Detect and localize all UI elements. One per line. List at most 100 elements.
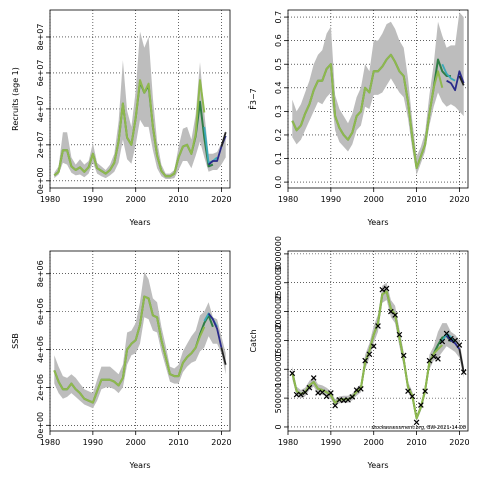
confidence-band — [54, 31, 226, 179]
x-axis-title: Years — [366, 218, 388, 227]
observed-catch-marker — [302, 389, 308, 396]
observed-catch-marker — [396, 331, 403, 338]
y-tick-label: 4e+07 — [36, 95, 45, 122]
y-tick-label: 0.7 — [274, 11, 283, 24]
x-tick-label: 2010 — [168, 195, 188, 204]
x-tick-label: 1990 — [83, 195, 103, 204]
x-tick-label: 1990 — [83, 438, 103, 447]
observed-catch-marker — [430, 353, 437, 360]
x-tick-label: 1990 — [321, 195, 341, 204]
observed-catch-marker — [418, 402, 424, 408]
observed-catch-marker — [383, 285, 390, 292]
x-axis-title: Years — [128, 218, 150, 227]
observed-catch-marker — [392, 312, 398, 318]
y-tick-label: 500000 — [274, 383, 283, 414]
y-tick-label: 1000000 — [274, 351, 283, 387]
y-tick-label: 8e+06 — [36, 260, 45, 287]
y-tick-label: 4e+06 — [36, 336, 45, 363]
x-tick-label: 2010 — [168, 438, 188, 447]
x-tick-label: 2000 — [126, 438, 146, 447]
y-tick-label: 6e+06 — [36, 298, 45, 325]
x-tick-label: 2020 — [211, 195, 231, 204]
observed-catch-marker — [353, 387, 360, 393]
observed-catch-marker — [379, 286, 386, 293]
y-axis-title: F̄3−7 — [248, 88, 258, 109]
y-tick-label: 0e+00 — [36, 167, 45, 194]
observed-catch-marker — [405, 388, 411, 395]
ssb-panel: 1980 1990 2000 2010 2020 0e+00 2e+06 4e+06 6e+06… — [11, 250, 232, 470]
observed-catch-marker — [293, 391, 300, 398]
series-line-1 — [53, 79, 206, 178]
y-tick-label: 0.0 — [274, 176, 283, 189]
plot-frame — [49, 250, 231, 432]
y-tick-label: 2000000 — [274, 294, 283, 330]
y-axis-title: SSB — [11, 333, 20, 349]
series-line-2 — [441, 63, 456, 82]
series-line-1 — [291, 290, 443, 420]
observed-catch-marker — [439, 338, 446, 345]
x-axis-title: Years — [366, 461, 388, 470]
observed-catch-marker — [349, 394, 356, 400]
x-tick-label: 1990 — [321, 438, 341, 447]
catch-panel: 1980 1990 2000 2010 2020 0 5000001000000150000… — [249, 236, 470, 470]
series-line-1 — [53, 295, 206, 404]
fbar-panel: 1980 1990 2000 2010 2020 0.0 0.1 0.2 0.3 0.4 0.5 0.… — [248, 9, 470, 227]
observed-catch-marker — [345, 397, 351, 403]
y-tick-label: 0.2 — [274, 129, 283, 142]
observed-catch-marker — [413, 419, 420, 426]
y-tick-label: 0e+00 — [36, 412, 45, 439]
observed-catch-marker — [315, 390, 321, 396]
observed-catch-marker — [435, 356, 441, 362]
y-tick-label: 2e+07 — [36, 131, 45, 158]
plot-frame — [49, 9, 231, 189]
observed-catch-marker — [289, 370, 296, 377]
confidence-band — [292, 12, 464, 176]
series-line-1 — [291, 53, 444, 169]
observed-catch-marker — [456, 342, 463, 348]
x-tick-label: 2020 — [449, 438, 469, 447]
observed-catch-marker — [362, 357, 368, 364]
observed-catch-marker — [336, 397, 343, 403]
observed-catch-marker — [298, 391, 304, 398]
x-tick-label: 2000 — [126, 195, 146, 204]
confidence-band — [292, 282, 464, 422]
observed-catch-marker — [306, 384, 313, 391]
y-axis-title: Recruits (age 1) — [11, 67, 20, 131]
x-tick-label: 2010 — [406, 195, 426, 204]
series-line-4 — [220, 347, 227, 365]
y-tick-label: 3000000 — [274, 236, 283, 272]
series-line-4 — [458, 75, 465, 86]
observed-catch-marker — [366, 351, 373, 358]
observed-catch-marker — [370, 343, 377, 350]
series-line-4 — [458, 348, 465, 373]
x-tick-label: 2010 — [406, 438, 426, 447]
y-tick-label: 0.5 — [274, 58, 283, 71]
observed-catch-marker — [452, 337, 458, 344]
observed-catch-marker — [375, 323, 381, 329]
observed-catch-marker — [340, 397, 347, 404]
x-tick-label: 1980 — [40, 438, 60, 447]
observed-catch-marker — [332, 402, 338, 409]
x-tick-label: 2000 — [364, 438, 384, 447]
observed-catch-marker — [358, 386, 364, 392]
observed-catch-marker — [400, 352, 407, 359]
x-tick-label: 1980 — [40, 195, 60, 204]
x-tick-label: 2000 — [364, 195, 384, 204]
observed-catch-marker — [319, 389, 326, 396]
series-line-4 — [220, 132, 227, 147]
x-tick-label: 2020 — [449, 195, 469, 204]
y-axis-title: Catch — [249, 329, 258, 352]
plot-frame — [287, 250, 469, 432]
series-line-3 — [446, 70, 465, 92]
y-tick-label: 0.6 — [274, 34, 283, 47]
y-tick-label: 0 — [274, 424, 283, 429]
y-tick-label: 2e+06 — [36, 374, 45, 401]
confidence-band — [54, 271, 226, 409]
observed-catch-marker — [422, 388, 428, 395]
y-tick-label: 2500000 — [274, 265, 283, 301]
recruits-panel: 1980 1990 2000 2010 2020 0e+00 2e+07 4e+07 6e+07… — [11, 9, 232, 227]
source-annotation: stockassessment.org, BW-2021-14-08 — [371, 425, 466, 431]
observed-catch-marker — [443, 330, 450, 337]
observed-catch-marker — [328, 390, 334, 396]
